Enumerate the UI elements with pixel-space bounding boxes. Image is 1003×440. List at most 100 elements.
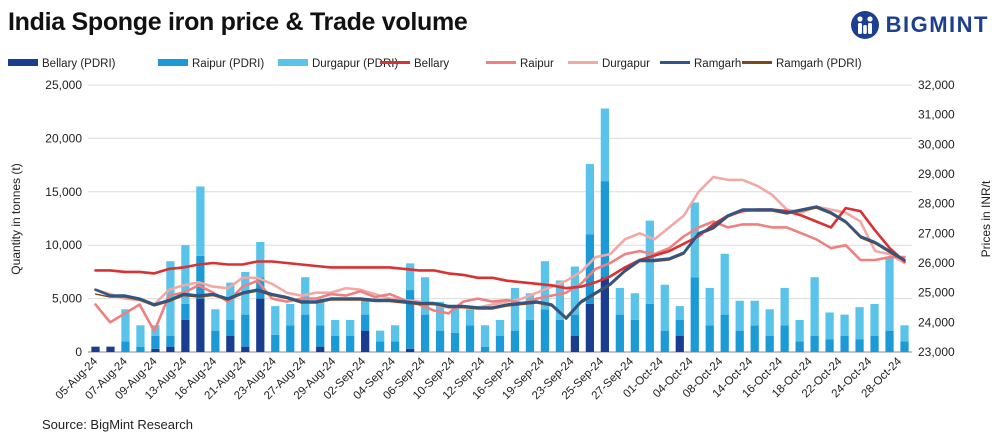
bar-segment (226, 282, 235, 320)
bar-segment (705, 287, 714, 326)
bar-segment (465, 325, 475, 352)
bar-segment (495, 319, 505, 336)
bar-segment (765, 309, 774, 336)
bar-segment (136, 325, 145, 347)
bar-segment (885, 258, 894, 331)
y2-tick-label: 25,000 (918, 286, 955, 300)
x-axis: 05-Aug-2407-Aug-2409-Aug-2413-Aug-2416-A… (54, 355, 905, 402)
bar-segment (420, 314, 430, 352)
bar-segment (181, 303, 190, 320)
bar-segment (510, 330, 520, 352)
bar-segment (361, 330, 370, 352)
bar-segment (166, 346, 175, 352)
bar-segment (196, 186, 205, 256)
bar-segment (495, 335, 505, 352)
bar-segment (675, 335, 684, 352)
bar-segment (660, 284, 669, 331)
line-series-durgapur (94, 175, 906, 309)
bar-segment (405, 263, 415, 291)
bar-segment (615, 314, 624, 352)
bar-segment (405, 348, 415, 352)
bar-segment (136, 346, 145, 352)
bar-segment (106, 346, 115, 352)
lines-layer (94, 175, 906, 333)
bar-segment (720, 314, 729, 352)
bar-segment (376, 341, 385, 352)
bar-segment (331, 319, 340, 336)
bar-segment (286, 303, 295, 326)
bar-segment (211, 309, 220, 331)
bar-segment (795, 319, 804, 342)
legend-label: Raipur (PDRI) (192, 58, 264, 70)
bar-segment (720, 253, 729, 315)
bar-segment (151, 335, 160, 349)
legend-label: Bellary (PDRI) (42, 58, 116, 70)
bar-segment (256, 298, 265, 352)
line-series-bellary (94, 206, 906, 290)
bar-segment (870, 303, 879, 336)
legend-swatch (278, 59, 308, 66)
bar-segment (795, 341, 804, 352)
y-tick-label: 0 (75, 345, 82, 359)
legend-label: Ramgarh (694, 58, 741, 70)
bar-segment (855, 307, 864, 340)
brand-logo-icon (850, 11, 879, 39)
bar-segment (585, 234, 595, 304)
bar-segment (241, 346, 250, 352)
bar-segment (525, 293, 535, 320)
bar-segment (166, 335, 175, 347)
bars-layer (91, 108, 909, 352)
y-tick-label: 5,000 (52, 292, 82, 306)
bar-segment (870, 335, 879, 352)
bar-segment (435, 301, 445, 331)
bar-segment (510, 287, 520, 331)
bar-segment (121, 309, 130, 342)
bar-segment (480, 325, 490, 347)
bar-segment (151, 348, 160, 352)
bar-segment (735, 330, 744, 352)
bar-segment (690, 277, 699, 352)
y-axis-right: 23,000 24,000 25,000 26,000 27,000 28,000 29,0… (918, 78, 955, 359)
bar-segment (316, 325, 325, 347)
bar-segment (630, 319, 639, 352)
bar-segment (585, 303, 595, 352)
y-tick-label: 15,000 (45, 185, 82, 199)
bar-segment (900, 325, 909, 342)
bar-segment (361, 314, 370, 331)
line-series-ramgarh (94, 205, 906, 320)
y-axis-label: Quantity in tonnes (t) (9, 163, 23, 274)
bar-segment (885, 330, 894, 352)
legend-label: Raipur (520, 58, 554, 70)
y2-tick-label: 31,000 (918, 108, 955, 122)
bar-segment (450, 306, 460, 333)
brand-logo: BIGMINT (850, 10, 989, 40)
y-tick-label: 20,000 (45, 131, 82, 145)
bar-segment (316, 346, 325, 352)
bar-segment (465, 309, 475, 326)
bar-segment (780, 287, 789, 326)
bar-segment (855, 339, 864, 352)
bar-segment (810, 277, 819, 336)
bar-segment (540, 309, 550, 352)
bar-segment (660, 330, 669, 352)
y-tick-label: 10,000 (45, 238, 82, 252)
bar-segment (316, 298, 325, 326)
y2-tick-label: 26,000 (918, 256, 955, 270)
bar-segment (780, 325, 789, 352)
bar-segment (645, 303, 654, 352)
bar-segment (765, 335, 774, 352)
chart-title: India Sponge iron price & Trade volume (8, 8, 468, 36)
bar-segment (480, 346, 490, 352)
source-note: Source: BigMint Research (42, 417, 194, 432)
bar-segment (555, 280, 565, 320)
bar-segment (570, 335, 580, 352)
bar-segment (705, 325, 714, 352)
bar-segment (450, 332, 460, 352)
bar-segment (181, 245, 190, 304)
bar-segment (376, 330, 385, 342)
bar-segment (840, 335, 849, 352)
y-axis-left: 0 5,000 10,000 15,000 20,000 25,000 (45, 78, 82, 359)
bar-segment (226, 319, 235, 336)
bar-segment (256, 277, 265, 299)
